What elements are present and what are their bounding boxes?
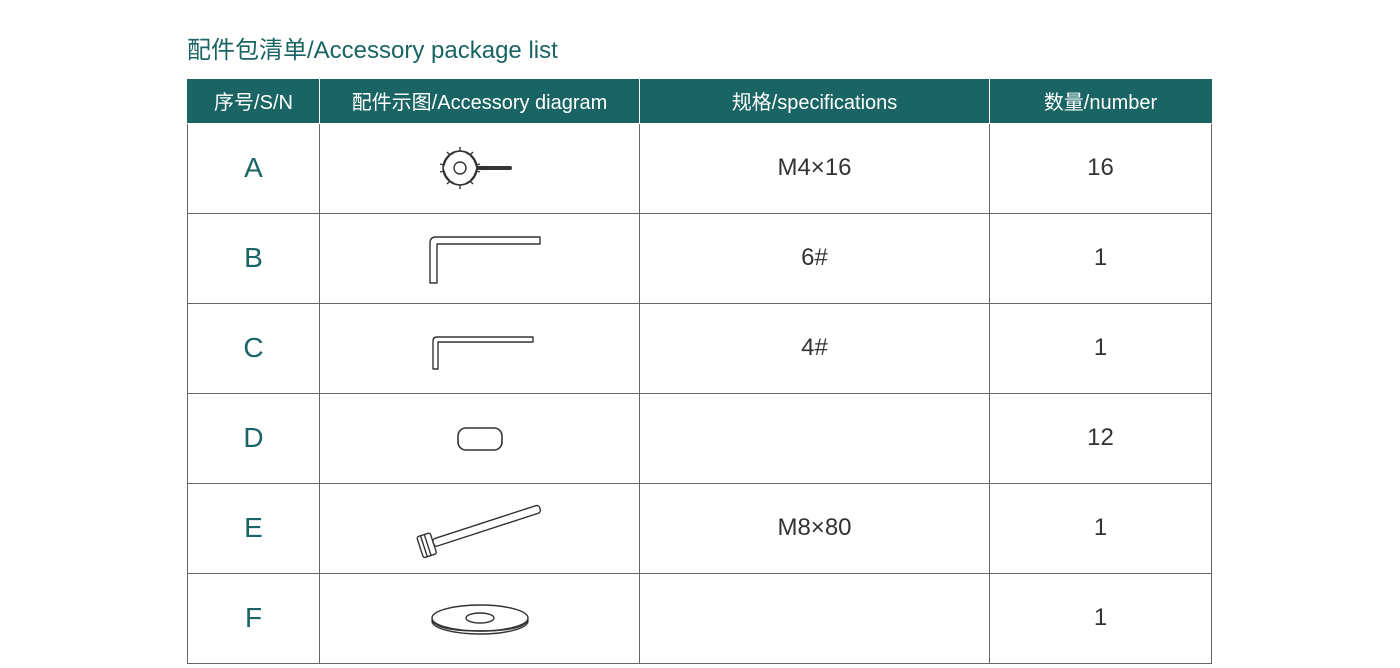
cell-sn: B: [188, 213, 320, 303]
cell-num: 12: [990, 393, 1212, 483]
cell-spec: M8×80: [640, 483, 990, 573]
hex-key-large-icon: [400, 223, 560, 293]
cell-diagram: [320, 123, 640, 213]
table-body: A: [188, 123, 1212, 663]
washer-plate-icon: [410, 593, 550, 643]
table-row: D 12: [188, 393, 1212, 483]
cell-spec: 4#: [640, 303, 990, 393]
cell-sn: A: [188, 123, 320, 213]
cell-diagram: [320, 393, 640, 483]
cell-diagram: [320, 573, 640, 663]
thumb-screw-icon: [420, 138, 540, 198]
cell-diagram: [320, 303, 640, 393]
cell-spec: 6#: [640, 213, 990, 303]
col-header-num: 数量/number: [990, 79, 1212, 123]
col-header-sn: 序号/S/N: [188, 79, 320, 123]
title-zh: 配件包清单: [187, 37, 307, 64]
accessory-list: 配件包清单/Accessory package list 序号/S/N 配件示图…: [187, 30, 1211, 664]
cell-num: 1: [990, 573, 1212, 663]
cell-diagram: [320, 483, 640, 573]
cell-sn: C: [188, 303, 320, 393]
col-header-spec: 规格/specifications: [640, 79, 990, 123]
cell-num: 1: [990, 483, 1212, 573]
table-row: A: [188, 123, 1212, 213]
cell-sn: D: [188, 393, 320, 483]
cell-num: 1: [990, 303, 1212, 393]
cell-num: 1: [990, 213, 1212, 303]
accessory-table: 序号/S/N 配件示图/Accessory diagram 规格/specifi…: [187, 79, 1212, 664]
cell-spec: [640, 573, 990, 663]
cell-num: 16: [990, 123, 1212, 213]
col-header-diag: 配件示图/Accessory diagram: [320, 79, 640, 123]
hex-key-small-icon: [405, 321, 555, 376]
table-row: E M8×80 1: [188, 483, 1212, 573]
cell-diagram: [320, 213, 640, 303]
table-row: F 1: [188, 573, 1212, 663]
cell-sn: E: [188, 483, 320, 573]
bolt-icon: [395, 493, 565, 563]
page-title: 配件包清单/Accessory package list: [187, 30, 1211, 65]
table-row: B 6# 1: [188, 213, 1212, 303]
table-row: C 4# 1: [188, 303, 1212, 393]
cell-sn: F: [188, 573, 320, 663]
cell-spec: M4×16: [640, 123, 990, 213]
pad-icon: [440, 418, 520, 458]
table-header-row: 序号/S/N 配件示图/Accessory diagram 规格/specifi…: [188, 79, 1212, 123]
title-en: /Accessory package list: [307, 37, 558, 64]
cell-spec: [640, 393, 990, 483]
